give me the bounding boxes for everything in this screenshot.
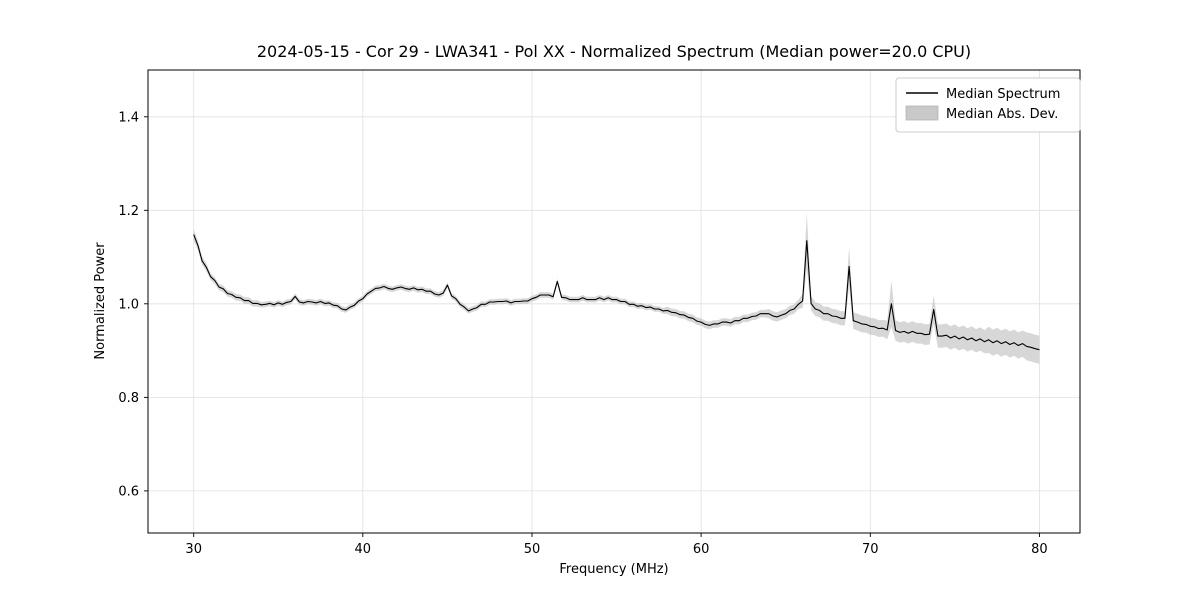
x-axis-label: Frequency (MHz) bbox=[559, 562, 668, 577]
y-tick-label: 1.2 bbox=[118, 204, 139, 219]
chart-title: 2024-05-15 - Cor 29 - LWA341 - Pol XX - … bbox=[257, 42, 971, 61]
axes-box bbox=[147, 69, 1081, 534]
legend-patch-sample bbox=[905, 105, 939, 121]
mad-band-layer bbox=[193, 212, 1040, 364]
x-tick-label: 60 bbox=[693, 542, 710, 557]
y-tick-label: 0.8 bbox=[118, 391, 139, 406]
x-tick-label: 80 bbox=[1031, 542, 1048, 557]
x-tick-label: 70 bbox=[862, 542, 879, 557]
x-tick-label: 40 bbox=[355, 542, 372, 557]
x-tick-label: 50 bbox=[524, 542, 541, 557]
legend: Median Spectrum Median Abs. Dev. bbox=[895, 77, 1081, 133]
median-spectrum-line bbox=[193, 234, 1040, 351]
mad-band bbox=[193, 212, 1040, 364]
y-axis-label: Normalized Power bbox=[93, 242, 108, 360]
axes-layer bbox=[144, 69, 1081, 537]
y-tick-label: 1.0 bbox=[118, 297, 139, 312]
legend-label-median-spectrum: Median Spectrum bbox=[946, 87, 1060, 102]
tick-labels-layer: 30 40 50 60 70 80 0.6 0.8 1.0 1.2 1.4 bbox=[118, 110, 1047, 557]
y-tick-label: 1.4 bbox=[118, 110, 139, 125]
legend-label-median-abs-dev: Median Abs. Dev. bbox=[946, 107, 1058, 122]
median-line-layer bbox=[193, 234, 1040, 351]
legend-box bbox=[895, 77, 1081, 133]
y-tick-label: 0.6 bbox=[118, 484, 139, 499]
x-tick-label: 30 bbox=[185, 542, 202, 557]
grid-layer bbox=[148, 70, 1080, 533]
